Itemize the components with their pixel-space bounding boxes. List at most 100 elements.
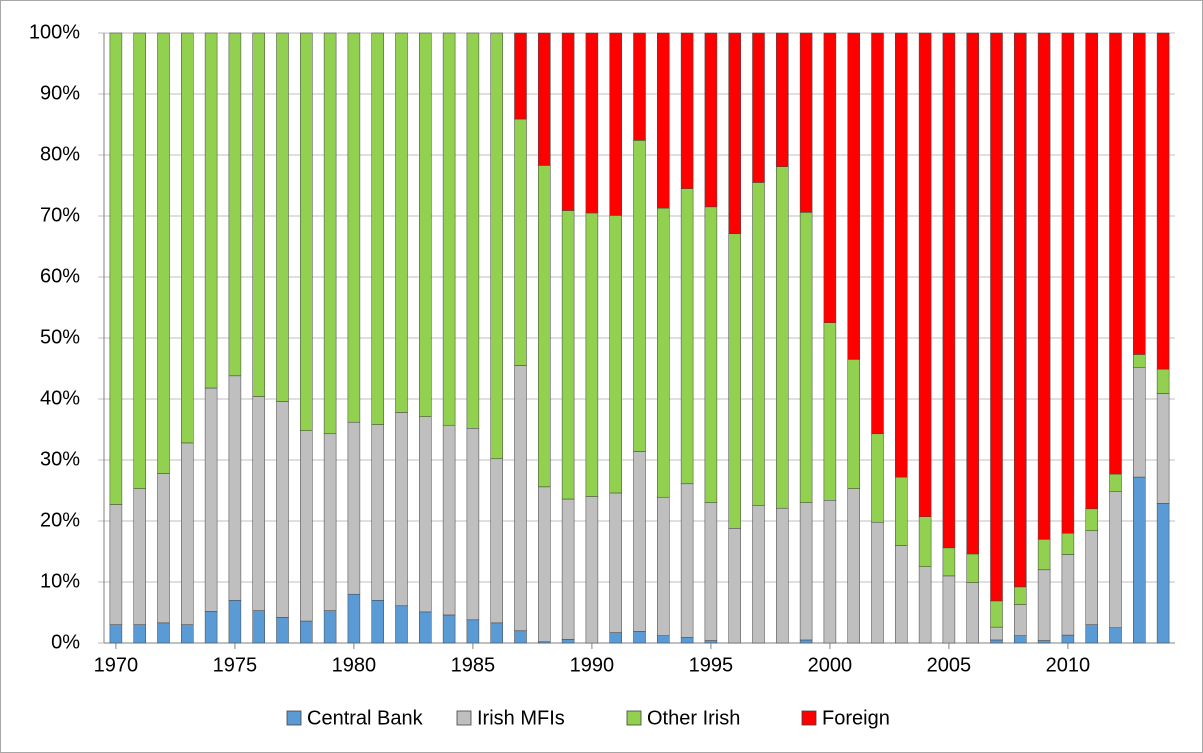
bar-segment (990, 600, 1003, 628)
x-tick-label: 1980 (332, 654, 377, 676)
bar-segment (347, 421, 361, 595)
bar-segment (823, 322, 837, 501)
bar-segment (228, 375, 242, 601)
bar-segment (847, 359, 860, 489)
bar-segment (490, 622, 503, 644)
x-tick-label: 1970 (94, 654, 139, 676)
bar-segment (609, 32, 622, 216)
bar-segment (1085, 624, 1098, 644)
bar-segment (395, 32, 408, 413)
bar-segment (895, 32, 908, 478)
bar-segment (799, 639, 813, 644)
bar-segment (323, 32, 337, 435)
bar-segment (871, 521, 884, 644)
bar-segment (990, 32, 1003, 602)
bar-segment (633, 451, 646, 632)
bar-segment (490, 32, 503, 460)
bar-segment (1085, 530, 1098, 625)
bar-segment (204, 611, 218, 644)
x-tick-label: 1975 (213, 654, 258, 676)
y-tick-label: 40% (40, 387, 80, 409)
y-tick-label: 10% (40, 570, 80, 592)
y-tick-label: 30% (40, 448, 80, 470)
bar-segment (1156, 503, 1170, 644)
bar-segment (728, 32, 741, 234)
bar-segment (561, 639, 575, 644)
bar-segment (657, 635, 670, 644)
bar-segment (1109, 32, 1122, 475)
legend-swatch (626, 710, 642, 726)
legend-swatch (801, 710, 817, 726)
bar-segment (1109, 473, 1122, 492)
y-tick-label: 70% (40, 204, 80, 226)
bar-segment (514, 630, 527, 644)
y-tick-label: 80% (40, 143, 80, 165)
y-tick-label: 0% (51, 631, 80, 653)
legend-label: Central Bank (307, 707, 424, 729)
bar-segment (1133, 32, 1146, 355)
bar-segment (657, 32, 670, 209)
bar-segment (419, 416, 432, 613)
y-tick-label: 20% (40, 509, 80, 531)
bar-segment (204, 32, 218, 389)
bar-segment (1014, 32, 1027, 588)
bar-segment (1133, 476, 1146, 644)
x-tick-label: 1985 (451, 654, 496, 676)
bar-segment (1109, 491, 1122, 628)
bar-segment (990, 626, 1003, 641)
bar-segment (538, 32, 551, 166)
bar-segment (561, 210, 575, 500)
bar-segment (1037, 32, 1051, 540)
bar-segment (1156, 32, 1170, 370)
bar-segment (895, 545, 908, 644)
bar-segment (871, 433, 884, 523)
bar-segment (133, 488, 146, 625)
bar-segment (704, 640, 718, 644)
bar-segment (847, 488, 860, 644)
bar-segment (942, 547, 956, 577)
bar-segment (918, 32, 932, 517)
bar-segment (252, 32, 265, 397)
bar-segment (1061, 532, 1075, 555)
bar-segment (966, 582, 979, 644)
bar-segment (1061, 32, 1075, 534)
bar-segment (752, 32, 765, 183)
bar-segment (752, 182, 765, 506)
bar-segment (419, 32, 432, 417)
legend-swatch (286, 710, 302, 726)
bar-segment (633, 631, 646, 644)
bar-segment (395, 412, 408, 607)
bar-segment (966, 32, 979, 555)
bar-segment (1133, 367, 1146, 478)
bar-segment (1061, 634, 1075, 644)
bar-segment (1014, 604, 1027, 636)
bar-segment (181, 32, 194, 444)
bar-segment (323, 610, 337, 644)
bar-segment (728, 233, 741, 529)
bar-segment (728, 528, 741, 644)
bar-segment (181, 624, 194, 644)
bar-segment (609, 215, 622, 494)
bar-segment (442, 32, 456, 426)
legend-label: Foreign (822, 707, 890, 729)
bar-segment (823, 32, 837, 323)
bar-segment (799, 32, 813, 213)
bar-segment (109, 624, 123, 644)
legend-label: Irish MFIs (477, 707, 565, 729)
bar-segment (133, 32, 146, 489)
bar-segment (252, 396, 265, 611)
bar-segment (561, 32, 575, 211)
bar-segment (680, 188, 694, 485)
bar-segment (514, 32, 527, 120)
bar-segment (300, 620, 313, 644)
bar-segment (514, 365, 527, 632)
bar-segment (300, 430, 313, 622)
bar-segment (609, 492, 622, 633)
bar-segment (871, 32, 884, 435)
bar-segment (895, 476, 908, 546)
bar-segment (1133, 354, 1146, 368)
bar-segment (133, 624, 146, 644)
bar-segment (966, 553, 979, 583)
bar-segment (942, 32, 956, 549)
